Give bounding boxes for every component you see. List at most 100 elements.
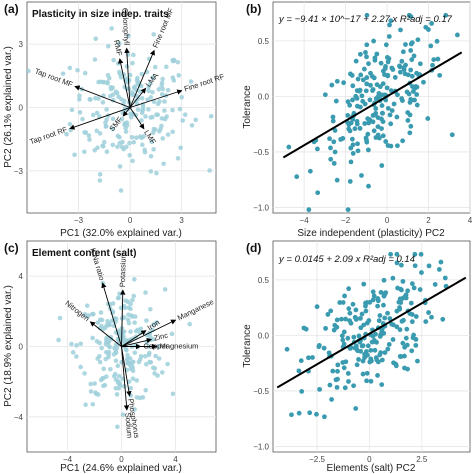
data-point — [329, 397, 334, 402]
data-point — [397, 296, 403, 302]
loading-label: Chlorophyll — [120, 8, 131, 46]
data-point — [386, 34, 392, 39]
data-point — [380, 81, 386, 87]
data-point — [341, 329, 347, 335]
data-point — [364, 370, 370, 376]
data-point — [162, 99, 167, 104]
data-point — [98, 310, 104, 315]
data-point — [169, 331, 175, 337]
x-tick-label: −4 — [63, 455, 73, 464]
data-point — [85, 314, 90, 319]
data-point — [120, 334, 125, 339]
data-point — [429, 21, 435, 26]
data-point — [376, 91, 382, 96]
data-point — [110, 142, 116, 148]
data-point — [104, 107, 109, 112]
data-point — [334, 78, 340, 84]
loading-arrow — [129, 107, 145, 130]
data-point — [72, 152, 77, 158]
data-point — [398, 27, 403, 33]
data-point — [356, 333, 362, 339]
data-point — [367, 97, 373, 103]
data-point — [419, 270, 424, 275]
data-point — [364, 54, 369, 60]
data-point — [147, 350, 152, 356]
data-point — [140, 106, 146, 112]
data-point — [381, 302, 386, 308]
data-point — [370, 119, 376, 125]
data-point — [120, 412, 126, 417]
loading-arrow — [122, 107, 131, 117]
data-point — [364, 378, 369, 384]
data-point — [349, 136, 355, 142]
data-point — [125, 361, 130, 366]
data-point — [134, 135, 139, 141]
y-tick-label: −0.5 — [253, 387, 269, 396]
data-point — [90, 335, 95, 341]
data-point — [299, 388, 305, 394]
data-point — [103, 120, 108, 125]
data-point — [322, 414, 327, 420]
loading-arrow — [101, 282, 122, 347]
data-point — [86, 133, 92, 138]
data-point — [375, 124, 381, 130]
data-point — [437, 72, 443, 78]
data-point — [327, 136, 332, 142]
data-point — [134, 378, 140, 383]
data-point — [127, 140, 132, 146]
data-point — [126, 320, 132, 326]
data-point — [94, 338, 100, 344]
data-point — [152, 371, 157, 376]
data-point — [354, 88, 360, 94]
data-point — [88, 97, 93, 102]
data-point — [413, 314, 419, 319]
data-point — [148, 307, 153, 312]
data-point — [389, 65, 395, 71]
data-point — [132, 350, 138, 356]
data-point — [64, 131, 69, 137]
panel-a-points — [27, 26, 214, 193]
data-point — [78, 364, 83, 370]
data-point — [371, 38, 377, 44]
data-point — [307, 168, 313, 174]
data-point — [379, 110, 385, 116]
data-point — [405, 72, 411, 78]
data-point — [400, 278, 406, 284]
data-point — [142, 353, 148, 359]
data-point — [360, 77, 366, 83]
data-point — [430, 62, 435, 68]
data-point — [395, 285, 401, 291]
data-point — [83, 130, 89, 135]
data-point — [394, 114, 400, 120]
data-point — [148, 359, 154, 365]
data-point — [98, 79, 104, 85]
data-point — [117, 291, 122, 297]
data-point — [157, 99, 162, 104]
data-point — [333, 98, 339, 104]
data-point — [334, 324, 340, 330]
data-point — [170, 391, 176, 397]
data-point — [378, 350, 384, 356]
data-point — [409, 57, 415, 63]
data-point — [143, 290, 148, 295]
data-point — [322, 92, 328, 98]
data-point — [432, 282, 438, 287]
data-point — [391, 101, 397, 107]
data-point — [105, 43, 111, 49]
data-point — [348, 145, 354, 151]
data-point — [124, 123, 130, 128]
data-point — [412, 97, 417, 103]
data-point — [397, 327, 403, 333]
data-point — [69, 107, 75, 113]
data-point — [154, 170, 159, 176]
data-point — [366, 318, 372, 323]
data-point — [130, 111, 136, 116]
data-point — [144, 318, 149, 323]
data-point — [316, 343, 322, 348]
loading-arrow — [118, 58, 131, 108]
data-point — [119, 116, 125, 122]
data-point — [148, 153, 154, 159]
data-point — [27, 68, 31, 74]
data-point — [370, 297, 376, 303]
data-point — [408, 14, 414, 19]
